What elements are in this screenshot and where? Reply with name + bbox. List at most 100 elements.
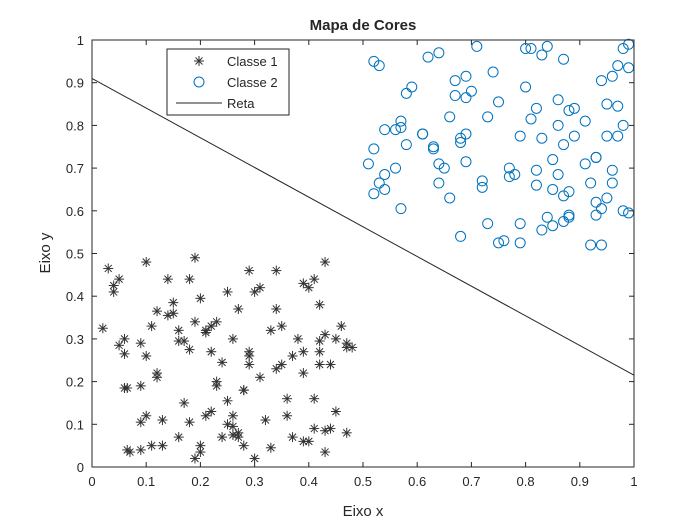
classe-2-point (595, 239, 607, 251)
classe-2-point (476, 175, 488, 187)
classe-2-point (460, 70, 472, 82)
classe-1-point (238, 440, 249, 451)
classe-2-point (422, 51, 434, 63)
legend: Classe 1 Classe 2 Reta (166, 48, 290, 116)
classe-1-point (320, 257, 331, 268)
classe-1-point (227, 410, 238, 421)
y-tick-label: 0 (77, 460, 84, 475)
classe-1-point (314, 359, 325, 370)
x-tick-label: 0.3 (246, 474, 264, 489)
classe-1-point (135, 338, 146, 349)
classe-1-point (179, 336, 190, 347)
y-tick-label: 0.3 (66, 332, 84, 347)
classe-2-point (601, 130, 613, 142)
axis-ticks: 0 0.1 0.2 0.3 0.4 0.5 0.6 0.7 0.8 0.9 1 0 0.1 0.2 0.3 0… (66, 33, 638, 489)
y-tick-label: 1 (77, 33, 84, 48)
x-tick-label: 1 (630, 474, 637, 489)
classe-1-point (314, 346, 325, 357)
classe-2-point (520, 81, 532, 93)
classe-2-point (379, 183, 391, 195)
classe-1-point (255, 372, 266, 383)
reta-line (91, 77, 635, 376)
classe-1-point (265, 442, 276, 453)
classe-2-point (373, 177, 385, 189)
classe-1-point (320, 447, 331, 458)
classe-1-point (244, 350, 255, 361)
classe-2-point (617, 119, 629, 131)
classe-1-point (227, 333, 238, 344)
classe-1-point (222, 395, 233, 406)
classe-2-point (563, 104, 575, 116)
classe-2-point (606, 70, 618, 82)
classe-2-point (455, 230, 467, 242)
classe-1-point (217, 432, 228, 443)
classe-2-point (482, 111, 494, 123)
classe-1-point (347, 342, 358, 353)
classe-1-point (320, 329, 331, 340)
classe-1-point (260, 415, 271, 426)
classe-1-point (141, 350, 152, 361)
classe-1-point (184, 274, 195, 285)
x-axis-label: Eixo x (343, 503, 384, 520)
legend-box (166, 48, 290, 116)
classe-2-point (552, 119, 564, 131)
x-tick-label: 0 (88, 474, 95, 489)
classe-2-point (568, 130, 580, 142)
classe-1-point (244, 359, 255, 370)
y-tick-label: 0.4 (66, 289, 84, 304)
classe-1-point (189, 252, 200, 263)
classe-1-point (108, 280, 119, 291)
classe-2-point (530, 102, 542, 114)
classe-2-point (471, 40, 483, 52)
classe-1-point (314, 336, 325, 347)
classe-1-point (217, 357, 228, 368)
classe-1-point (309, 393, 320, 404)
y-tick-label: 0.7 (66, 161, 84, 176)
classe-2-point (503, 162, 515, 174)
classe-2-point (525, 113, 537, 125)
classe-1-point (271, 265, 282, 276)
classe-1-point (122, 444, 133, 455)
classe-2-point (601, 98, 613, 110)
classe-1-point (330, 333, 341, 344)
classe-1-point (287, 350, 298, 361)
classe-2-point (444, 192, 456, 204)
classe-1-point (141, 410, 152, 421)
classe-2-point (427, 143, 439, 155)
classe-2-point (595, 203, 607, 215)
classe-1-point (238, 385, 249, 396)
legend-label-classe-2: Classe 2 (227, 75, 278, 90)
classe-1-point (282, 410, 293, 421)
classe-2-point (444, 111, 456, 123)
x-tick-label: 0.7 (462, 474, 480, 489)
classe-2-point (395, 122, 407, 134)
classe-1-point (222, 419, 233, 430)
classe-2-point (433, 177, 445, 189)
classe-1-point (303, 282, 314, 293)
classe-1-point (287, 432, 298, 443)
classe-2-point (547, 220, 559, 232)
classe-2-point (482, 218, 494, 230)
classe-1-point (341, 427, 352, 438)
y-tick-label: 0.9 (66, 76, 84, 91)
classe-2-point (493, 96, 504, 108)
classe-1-point (298, 278, 309, 289)
classe-1-point (152, 368, 163, 379)
classe-1-point (184, 417, 195, 428)
classe-1-point (271, 363, 282, 374)
classe-1-point (244, 265, 255, 276)
classe-1-point (233, 304, 244, 315)
classe-2-point (558, 53, 570, 65)
classe-2-point (493, 237, 504, 249)
classe-1-point (173, 432, 184, 443)
classe-1-point (141, 257, 152, 268)
classe-2-point (590, 151, 602, 163)
classe-2-point (487, 66, 499, 78)
classe-2-point (558, 215, 570, 227)
x-tick-label: 0.6 (408, 474, 426, 489)
legend-item-classe-2: Classe 2 (193, 75, 278, 90)
classe-1-point (200, 410, 211, 421)
asterisk-marker-icon (194, 56, 204, 66)
classe-1-point (195, 447, 206, 458)
